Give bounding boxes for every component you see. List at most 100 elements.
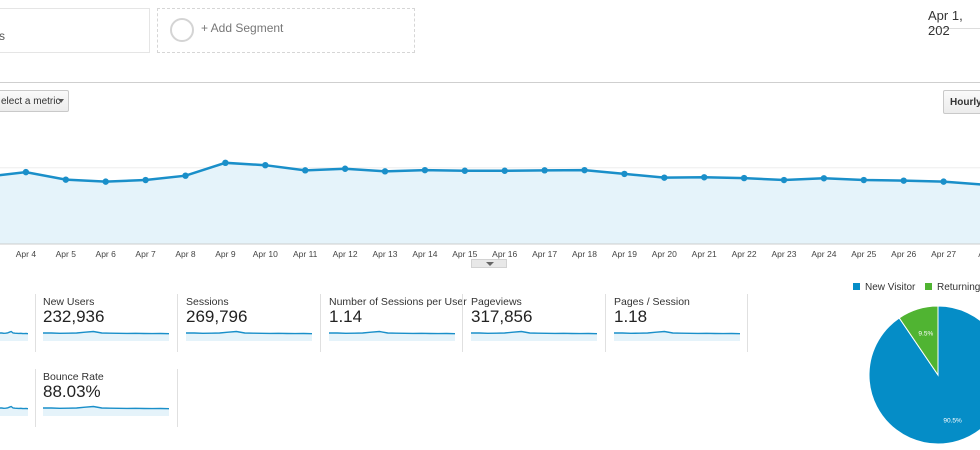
x-tick-label: Apr 22 [732,249,757,259]
metric-sparkline [43,330,169,341]
chart-data-point[interactable] [501,167,508,174]
metric-pages-per-session[interactable]: Pages / Session 1.18 [614,296,754,352]
x-tick-label: Apr 16 [492,249,517,259]
x-tick-label: Apr 5 [56,249,77,259]
chevron-down-icon [58,99,64,103]
tile-divider [320,294,321,352]
x-tick-label: Apr 4 [16,249,37,259]
metric-sessions-per-user[interactable]: Number of Sessions per User 1.14 [329,296,469,352]
pie-slice[interactable] [898,305,939,377]
add-segment-button[interactable]: + Add Segment [157,8,415,53]
x-tick-label: Apr 18 [572,249,597,259]
chart-data-point[interactable] [421,166,429,174]
x-tick-label: Apr 10 [253,249,278,259]
x-tick-label: Apr 19 [612,249,637,259]
chart-data-point[interactable] [262,161,269,169]
tile-divider [35,294,36,352]
legend-label: Returning [937,282,980,293]
chart-data-point[interactable] [661,174,668,181]
metric-label: Pages / Session [614,296,690,308]
x-tick-label: Apr 9 [215,249,236,259]
sparkline-line [186,330,312,335]
metric-sparkline-partial [0,330,28,341]
metric-value: 269,796 [186,307,248,326]
chart-data-point[interactable] [142,176,149,184]
chart-series-line [0,161,980,186]
x-tick-label: Apr 20 [652,249,677,259]
add-segment-circle-icon [170,18,194,42]
chart-data-point[interactable] [900,177,907,184]
metric-sessions[interactable]: Sessions 269,796 [186,296,326,352]
tile-divider [462,294,463,352]
metric-value: 88.03% [43,382,101,401]
chart-area-fill [0,162,980,244]
x-tick-label: Apr 27 [931,249,956,259]
metric-value: 1.18 [614,307,648,326]
pie-slice[interactable] [868,305,980,445]
tile-divider [177,369,178,427]
x-tick-label: Apr 12 [333,249,358,259]
tile-divider [605,294,606,352]
visitor-pie-chart: 90.5% 9.5% [868,305,980,445]
chart-data-point[interactable] [341,165,349,172]
chart-data-point[interactable] [820,175,828,182]
metric-label: New Users [43,296,95,308]
sparkline-line [614,330,740,335]
tile-divider [177,294,178,352]
metric-sparkline [614,330,740,341]
sparkline-line [0,330,28,335]
chart-data-point[interactable] [461,167,468,174]
legend-swatch [853,283,860,290]
chart-data-point[interactable] [182,172,189,179]
chart-data-point[interactable] [541,167,548,174]
metric-label: Pageviews [471,296,522,308]
chart-data-point[interactable] [22,168,30,176]
segment-all-users[interactable]: s [0,8,150,53]
chart-data-point[interactable] [381,168,389,175]
legend-swatch [925,283,932,290]
add-segment-label: + Add Segment [201,21,284,35]
x-tick-label: Apr 26 [891,249,916,259]
tile-divider [35,369,36,427]
chart-data-point[interactable] [302,167,309,174]
metric-label: Bounce Rate [43,371,104,383]
chart-data-point[interactable] [62,176,69,183]
segment-label: s [0,29,5,43]
metric-sparkline [329,330,455,341]
x-tick-label: Apr 25 [851,249,876,259]
pie-data-label: 9.5% [918,330,933,337]
chart-data-point[interactable] [701,174,708,181]
x-tick-label: Apr 7 [135,249,156,259]
date-range-picker[interactable]: Apr 1, 202 [928,8,980,38]
chart-data-point[interactable] [940,178,947,185]
metric-pageviews[interactable]: Pageviews 317,856 [471,296,611,352]
metric-bounce-rate[interactable]: Bounce Rate 88.03% [43,371,183,427]
metric-value: 1.14 [329,307,363,326]
chart-data-point[interactable] [222,159,229,167]
hourly-button[interactable]: Hourly [943,90,980,114]
metric-sparkline [43,405,169,416]
select-metric-dropdown[interactable]: elect a metric [0,90,69,112]
legend-label: New Visitor [865,282,916,293]
sparkline-line [43,330,169,335]
chart-data-point[interactable] [581,166,588,174]
x-tick-label: Apr 8 [175,249,196,259]
x-tick-label: Apr 11 [293,249,318,259]
metric-label: Number of Sessions per User [329,296,467,308]
select-metric-label: elect a metric [1,96,61,107]
chart-data-point[interactable] [740,174,748,182]
x-tick-label: Apr 21 [692,249,717,259]
metric-new-users[interactable]: New Users 232,936 [43,296,183,352]
section-divider [0,82,980,83]
legend-new-visitor: New Visitor [853,282,915,293]
chart-collapse-handle[interactable] [471,259,507,268]
x-tick-label: Apr 14 [412,249,437,259]
chart-data-point[interactable] [860,176,867,184]
tile-divider [747,294,748,352]
pie-data-label: 90.5% [943,417,962,424]
chart-data-point[interactable] [780,176,788,184]
metric-sparkline [186,330,312,341]
chart-data-point[interactable] [102,178,109,185]
chart-data-point[interactable] [621,170,628,178]
metric-sparkline-partial [0,405,28,416]
